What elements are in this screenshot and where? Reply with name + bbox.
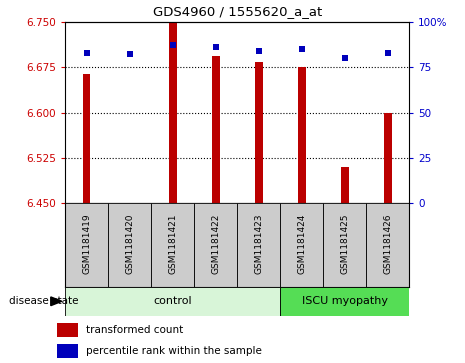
Polygon shape: [51, 297, 62, 306]
Title: GDS4960 / 1555620_a_at: GDS4960 / 1555620_a_at: [153, 5, 322, 18]
Bar: [237, 203, 280, 287]
Bar: [366, 203, 409, 287]
Bar: [194, 203, 237, 287]
Text: GSM1181423: GSM1181423: [254, 213, 263, 274]
Bar: [65, 203, 108, 287]
Bar: [341, 167, 349, 203]
Bar: [108, 203, 151, 287]
Bar: [212, 56, 219, 203]
Bar: [280, 203, 323, 287]
Bar: [323, 203, 366, 287]
Text: ISCU myopathy: ISCU myopathy: [302, 296, 388, 306]
Bar: [151, 203, 194, 287]
Text: GSM1181422: GSM1181422: [211, 213, 220, 274]
Text: GSM1181419: GSM1181419: [82, 213, 91, 274]
Text: control: control: [153, 296, 192, 306]
Text: disease state: disease state: [9, 296, 79, 306]
Text: GSM1181426: GSM1181426: [383, 213, 392, 274]
Bar: [298, 67, 306, 203]
Bar: [255, 62, 263, 203]
Bar: [126, 203, 133, 205]
Bar: [169, 22, 177, 203]
Bar: [57, 344, 78, 358]
Bar: [384, 113, 392, 203]
Bar: [57, 323, 78, 337]
Text: GSM1181424: GSM1181424: [297, 213, 306, 274]
Text: GSM1181425: GSM1181425: [340, 213, 349, 274]
Bar: [65, 287, 280, 316]
Text: GSM1181420: GSM1181420: [125, 213, 134, 274]
Text: percentile rank within the sample: percentile rank within the sample: [86, 346, 262, 356]
Text: transformed count: transformed count: [86, 325, 183, 335]
Bar: [83, 74, 91, 203]
Text: GSM1181421: GSM1181421: [168, 213, 177, 274]
Bar: [280, 287, 409, 316]
